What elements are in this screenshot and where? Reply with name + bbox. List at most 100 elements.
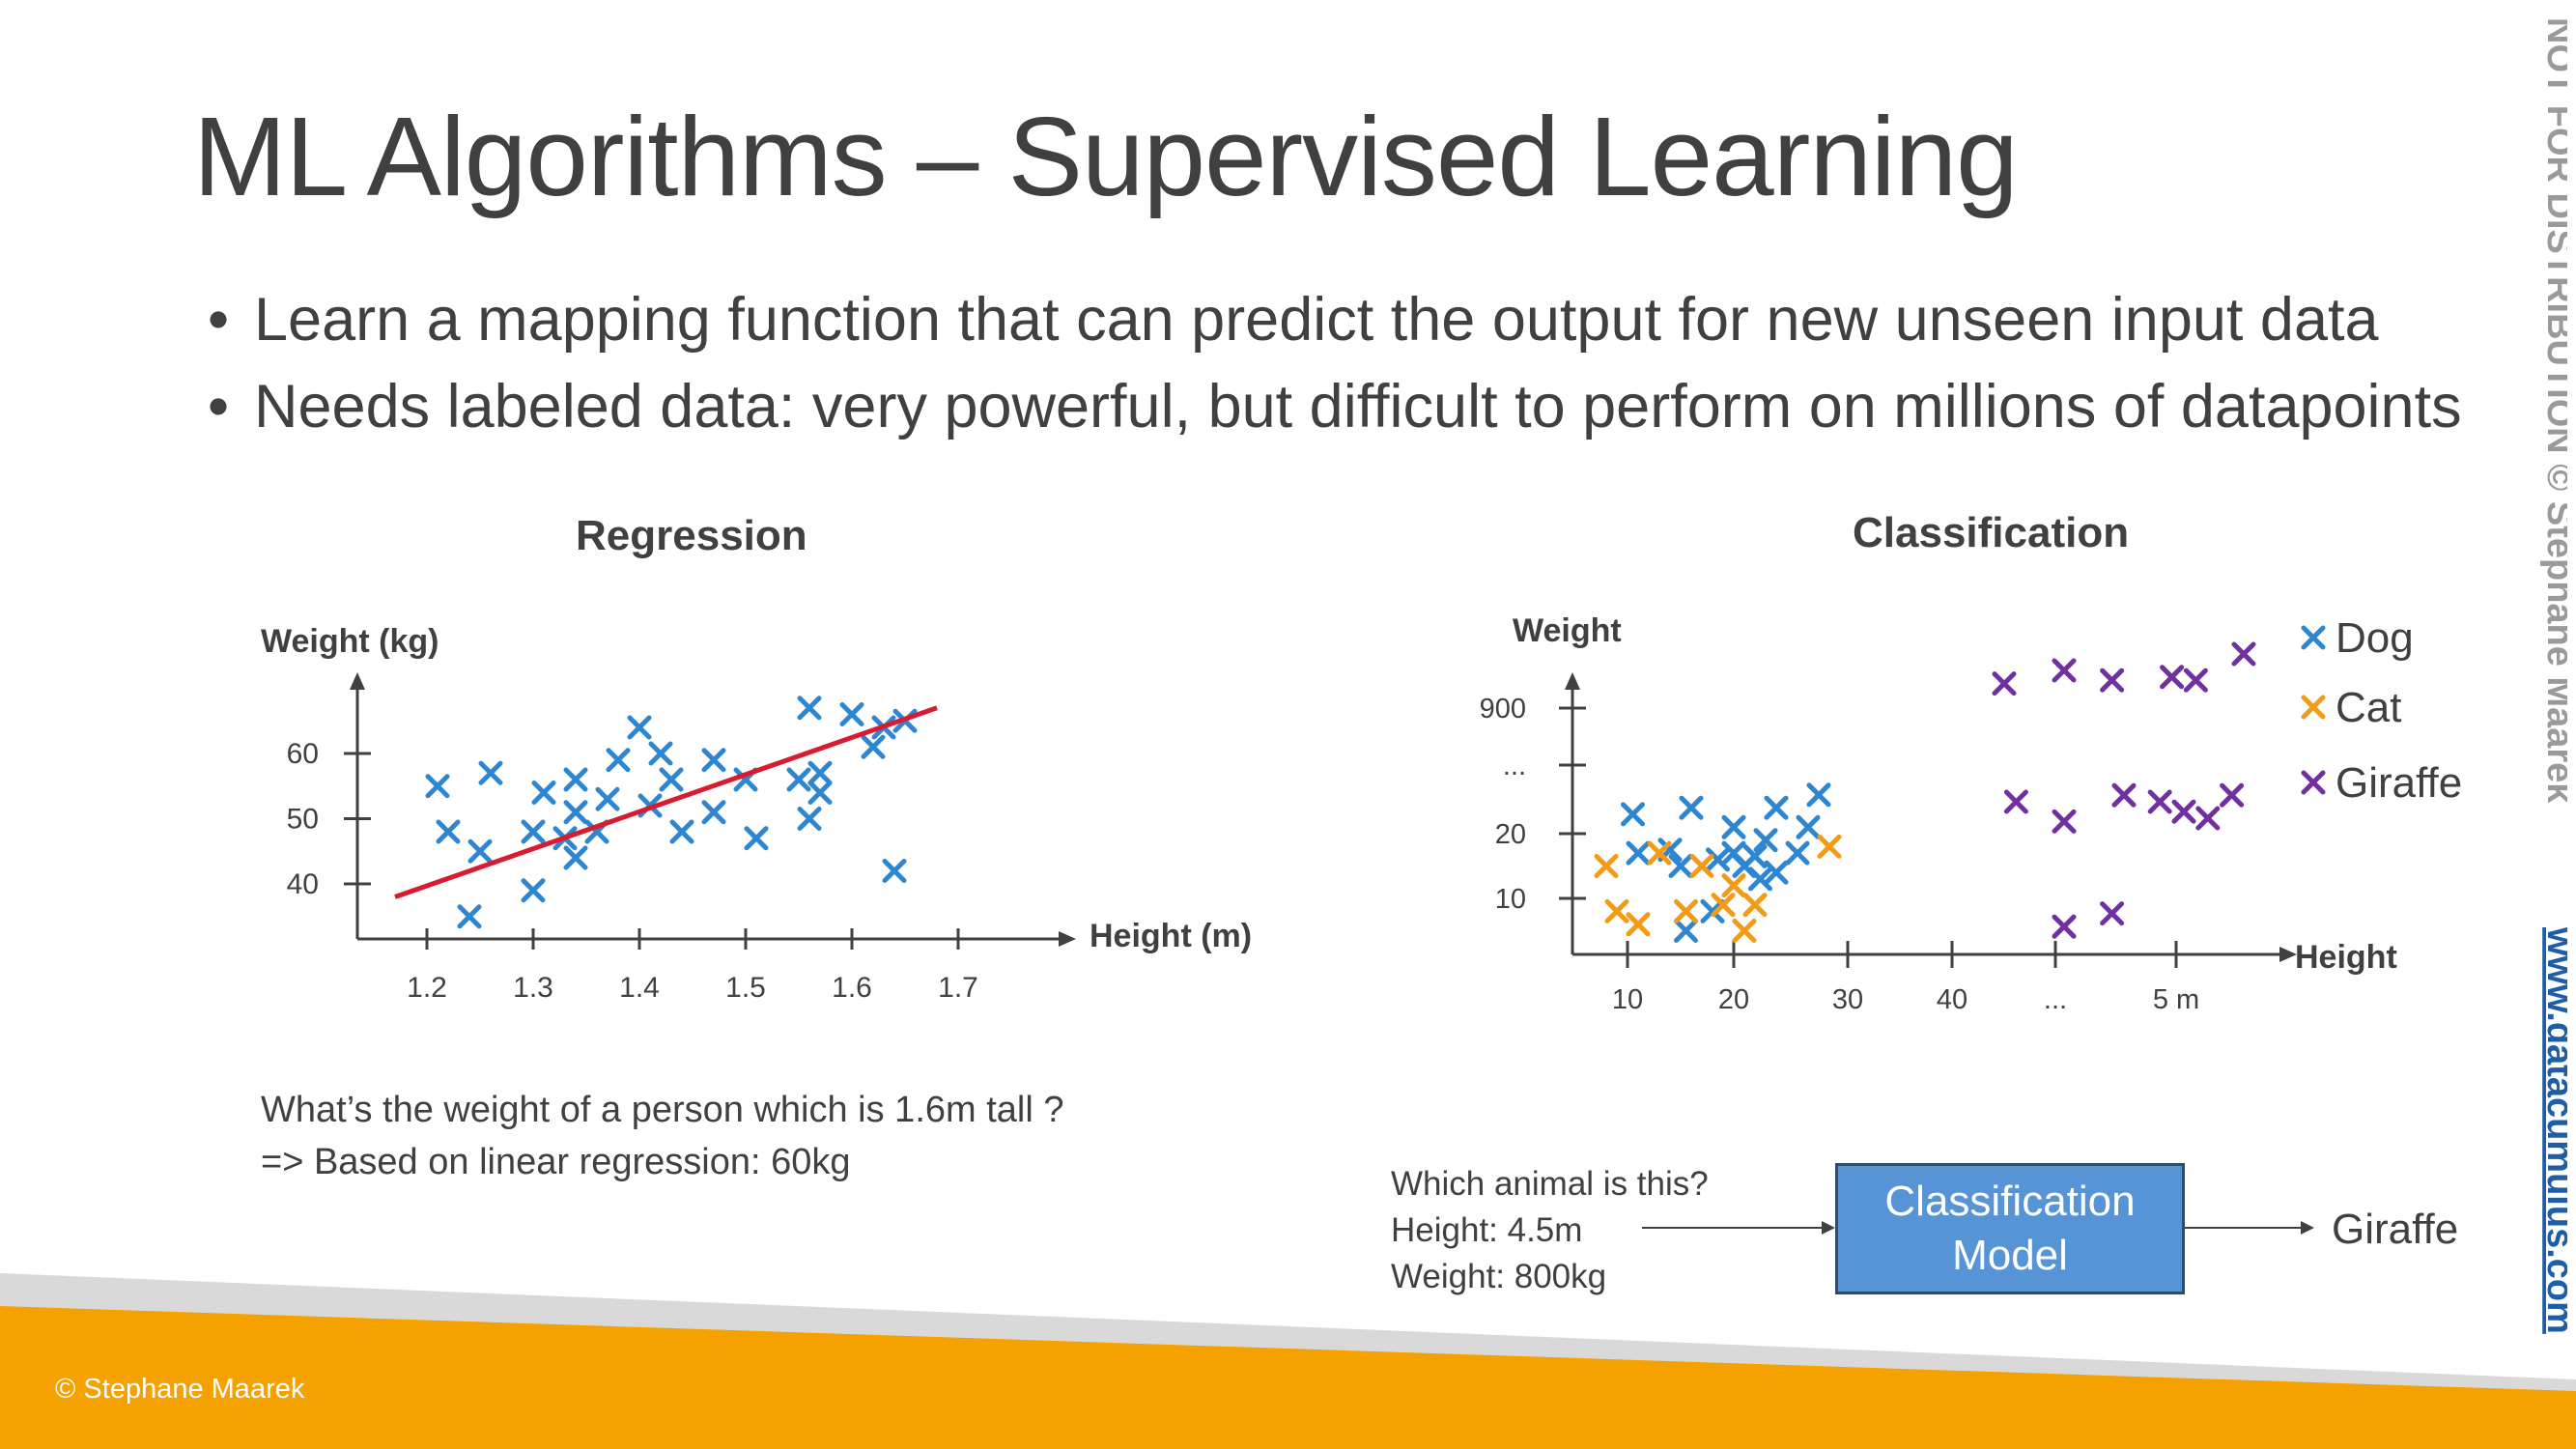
data-point: [595, 786, 620, 811]
dog-point: [1785, 840, 1810, 866]
legend-marker-cat: [2301, 695, 2326, 720]
regression-line: [394, 705, 938, 899]
bullet-1: • Learn a mapping function that can predi…: [208, 285, 2379, 355]
data-point: [606, 748, 631, 773]
giraffe-point: [2100, 901, 2125, 926]
bullet-dot: •: [208, 373, 230, 440]
data-point: [648, 741, 673, 766]
cat-point: [1626, 912, 1651, 937]
y-axis-arrow: [350, 672, 365, 690]
model-label-line2: Model: [1952, 1232, 2068, 1279]
legend-label-cat: Cat: [2335, 684, 2401, 731]
classification-title: Classification: [1853, 509, 2130, 556]
data-point: [436, 819, 461, 844]
data-point: [701, 800, 726, 825]
y-tick-label: 10: [1495, 884, 1526, 915]
data-point: [563, 800, 588, 825]
dog-point: [1796, 814, 1821, 839]
classification-model-box: Classification Model: [1835, 1163, 2185, 1294]
y-tick-label: 60: [287, 738, 319, 770]
x-tick-label: 20: [1718, 984, 1749, 1015]
bullet-2: • Needs labeled data: very powerful, but …: [208, 372, 2462, 441]
dog-point: [1748, 867, 1772, 892]
x-tick-label: 1.6: [832, 972, 872, 1004]
data-point: [627, 715, 652, 740]
dog-point: [1764, 860, 1789, 885]
data-point: [563, 845, 588, 870]
legend-label-giraffe: Giraffe: [2335, 759, 2462, 807]
watermark-link[interactable]: www.datacumulus.com: [2539, 926, 2567, 1334]
classification-height: Height: 4.5m: [1391, 1211, 1583, 1249]
giraffe-point: [1992, 671, 2017, 696]
output-arrow-head: [2301, 1221, 2314, 1235]
x-tick-label: 10: [1612, 984, 1643, 1015]
dog-point: [1753, 828, 1778, 853]
data-point: [807, 760, 833, 785]
data-point: [563, 767, 588, 792]
legend-label-dog: Dog: [2335, 614, 2414, 662]
giraffe-point: [2195, 806, 2221, 831]
cat-point: [1742, 893, 1768, 918]
dog-point: [1700, 898, 1725, 923]
classification-legend: Dog Cat Giraffe: [2301, 614, 2462, 807]
regression-axes: [350, 672, 1076, 947]
flow-arrows: [1642, 1221, 2314, 1235]
cat-point: [1594, 854, 1619, 878]
data-point: [701, 748, 726, 773]
cat-point: [1721, 873, 1746, 898]
x-tick-label: 1.4: [619, 972, 660, 1004]
giraffe-point: [2220, 782, 2245, 808]
watermark-text: NOT FOR DISTRIBUTION © Stephane Maarek: [2539, 17, 2567, 804]
classification-points: [1594, 641, 2256, 943]
giraffe-point: [2111, 782, 2137, 808]
data-point: [861, 734, 886, 759]
classification-question: Which animal is this?: [1391, 1165, 1709, 1203]
footer-copyright: © Stephane Maarek: [55, 1374, 305, 1405]
cat-point: [1711, 893, 1736, 918]
x-tick-label: 1.5: [725, 972, 766, 1004]
bullet-text: Needs labeled data: very powerful, but d…: [254, 373, 2462, 440]
x-tick-label: ...: [2044, 984, 2067, 1015]
dog-point: [1721, 814, 1746, 839]
classification-result: Giraffe: [2332, 1206, 2459, 1253]
x-tick-label: 30: [1832, 984, 1863, 1015]
giraffe-point: [2147, 789, 2172, 814]
y-axis-arrow: [1565, 672, 1580, 690]
data-point: [521, 878, 546, 903]
x-tick-label: 1.7: [938, 972, 978, 1004]
data-point: [797, 807, 822, 831]
page-title: ML Algorithms – Supervised Learning: [193, 94, 2019, 219]
x-tick-label: 40: [1937, 984, 1967, 1015]
x-tick-label: 1.2: [407, 972, 447, 1004]
dog-point: [1706, 847, 1730, 872]
x-axis-arrow: [2279, 947, 2297, 962]
bullet-text: Learn a mapping function that can predic…: [254, 286, 2379, 354]
regression-chart: Weight (kg) Height (m) 1.2 1.3 1.4 1.5 1.6 1.…: [261, 623, 1252, 1004]
data-point: [744, 826, 769, 851]
dog-point: [1679, 795, 1704, 820]
data-point: [882, 859, 907, 883]
legend-marker-dog: [2301, 625, 2326, 650]
watermark: NOT FOR DISTRIBUTION © Stephane Maarek w…: [2539, 17, 2567, 1334]
cat-point: [1674, 898, 1698, 923]
input-arrow-head: [1822, 1221, 1835, 1235]
regression-x-axis-label: Height (m): [1090, 918, 1252, 954]
giraffe-point: [2052, 914, 2077, 939]
data-point: [531, 781, 556, 805]
classification-x-axis-label: Height: [2295, 939, 2397, 976]
orange-band: [0, 1306, 2576, 1449]
bullet-dot: •: [208, 286, 230, 354]
data-point: [425, 774, 450, 799]
data-point: [797, 696, 822, 721]
model-label-line1: Classification: [1884, 1178, 2136, 1225]
data-point: [521, 819, 546, 844]
classification-chart: Weight Height 10 20 30 40... 5 m 10 20... 900 D…: [1480, 612, 2463, 1015]
y-tick-label: 40: [287, 868, 319, 900]
giraffe-point: [2052, 658, 2077, 683]
dog-point: [1668, 854, 1693, 878]
giraffe-point: [2100, 668, 2125, 693]
regression-y-axis-label: Weight (kg): [261, 623, 439, 660]
data-point: [659, 767, 684, 792]
cat-point: [1689, 854, 1714, 878]
